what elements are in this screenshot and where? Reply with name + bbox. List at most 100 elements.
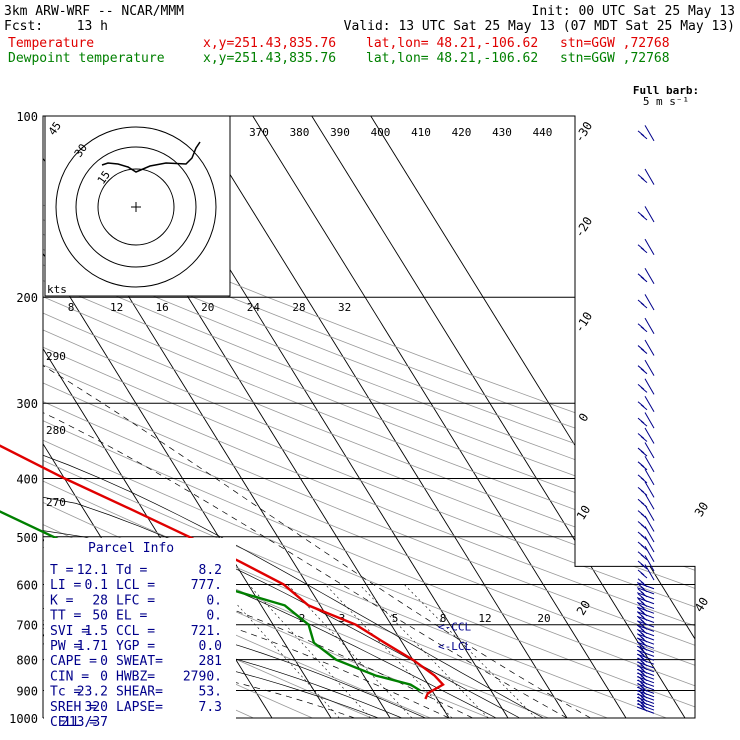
- wind-barb: [637, 515, 655, 532]
- temperature-legend-name: Temperature: [8, 36, 94, 51]
- theta-label: 400: [371, 126, 391, 139]
- mixing-ratio-line: [287, 584, 413, 718]
- dewpoint-legend-name: Dewpoint temperature: [8, 51, 165, 66]
- wind-barb: [637, 469, 655, 486]
- parcel-info-cell: 0.: [206, 593, 222, 608]
- parcel-info-title: Parcel Info: [88, 541, 174, 556]
- model-title: 3km ARW-WRF -- NCAR/MMM: [4, 4, 184, 19]
- pressure-tick-label: 100: [16, 110, 38, 124]
- dry-adiabat: [43, 116, 695, 718]
- parcel-info-cell: SVI =: [50, 624, 89, 639]
- wind-barb: [637, 412, 655, 429]
- wind-barb: [637, 168, 655, 185]
- isotherm-line: [311, 116, 686, 718]
- dewpoint-profile-line: [0, 510, 421, 692]
- theta-label: 410: [411, 126, 431, 139]
- parcel-info-cell: 8.2: [199, 563, 222, 578]
- parcel-info-cell: 1.5: [85, 624, 108, 639]
- pressure-tick-label: 400: [16, 472, 38, 486]
- dry-adiabat: [43, 116, 372, 718]
- parcel-info-cell: PW =: [50, 639, 81, 654]
- pressure-tick-label: 700: [16, 619, 38, 633]
- temperature-legend-latlon: lat,lon= 48.21,-106.62: [366, 36, 538, 51]
- parcel-info-cell: SREH =: [50, 700, 97, 715]
- wind-barb: [637, 378, 655, 395]
- wind-barb: [637, 125, 655, 142]
- hodograph-units: kts: [47, 283, 67, 296]
- theta-label-left: 280: [46, 424, 66, 437]
- mixing-ratio-line: [359, 584, 489, 718]
- valid-time: Valid: 13 UTC Sat 25 May 13 (07 MDT Sat …: [344, 19, 735, 34]
- wind-barb: [637, 545, 655, 562]
- theta-label-left: 290: [46, 350, 66, 363]
- temperature-legend: Temperature x,y=251.43,835.76 lat,lon= 4…: [8, 36, 670, 51]
- parcel-info-cell: 12.1: [77, 563, 108, 578]
- wind-barb: [637, 206, 655, 223]
- parcel-info-cell: CAPE =: [50, 654, 97, 669]
- wind-barb: [636, 616, 655, 628]
- wind-barb: [636, 602, 655, 614]
- parcel-info-cell: CCL =: [116, 624, 155, 639]
- isotherm-line: [43, 116, 332, 718]
- parcel-info-cell: 23.2: [77, 685, 108, 700]
- dewpoint-legend: Dewpoint temperature x,y=251.43,835.76 l…: [8, 51, 670, 66]
- dry-adiabat: [43, 116, 695, 718]
- dry-adiabat: [43, 116, 695, 718]
- pressure-tick-label: 500: [16, 531, 38, 545]
- moist-adiabat: [43, 238, 591, 718]
- pressure-tick-label: 200: [16, 291, 38, 305]
- temperature-legend-xy: x,y=251.43,835.76: [203, 36, 336, 51]
- temperature-profile-line: [0, 444, 445, 700]
- hodograph-ring-label-15: 15: [95, 168, 113, 186]
- wind-barb: [636, 593, 655, 605]
- wind-barb: [636, 702, 655, 714]
- moist-adiabat: [43, 296, 568, 718]
- hodograph-ring-label-30: 30: [72, 141, 90, 159]
- wind-barb: [637, 455, 655, 473]
- wind-barb: [636, 612, 655, 623]
- theta-label: 390: [330, 126, 350, 139]
- dewpoint-legend-latlon: lat,lon= 48.21,-106.62: [366, 51, 538, 66]
- wind-barb: [637, 238, 655, 255]
- parcel-info-cell: 777.: [191, 578, 222, 593]
- parcel-info-cell: HWBZ=: [116, 669, 155, 684]
- parcel-info-cell: 721.: [191, 624, 222, 639]
- init-time: Init: 00 UTC Sat 25 May 13: [532, 4, 736, 19]
- parcel-info-cell: 0.0: [199, 639, 222, 654]
- hodograph-ring-label-45: 45: [46, 119, 64, 137]
- wind-scale-label: 8: [68, 301, 75, 314]
- parcel-info-cell: LCL =: [116, 578, 155, 593]
- dry-adiabat: [43, 116, 695, 718]
- barb-legend-title: Full barb:: [633, 84, 699, 97]
- wind-barb: [636, 583, 655, 595]
- theta-label-left: 270: [46, 496, 66, 509]
- wind-barb: [637, 339, 655, 356]
- wind-barb: [637, 442, 655, 459]
- parcel-info-cell: 320: [85, 700, 108, 715]
- parcel-info-cell: 0: [100, 669, 108, 684]
- wind-scale-label: 32: [338, 301, 351, 314]
- theta-label: 370: [249, 126, 269, 139]
- parcel-info-cell: 0: [100, 654, 108, 669]
- wind-barb: [637, 536, 655, 553]
- pressure-tick-label: 300: [16, 397, 38, 411]
- parcel-info-cell: 0.: [206, 609, 222, 624]
- wind-scale-label: 24: [247, 301, 261, 314]
- dry-adiabat: [43, 116, 695, 718]
- moist-adiabat: [43, 638, 355, 718]
- wind-barb: [636, 637, 655, 649]
- mixing-ratio-line: [325, 584, 453, 718]
- wind-scale-label: 12: [110, 301, 123, 314]
- hodograph-trace: [101, 141, 201, 173]
- parcel-info-cell: Td =: [116, 563, 147, 578]
- pressure-tick-label: 600: [16, 578, 38, 592]
- wind-barb: [636, 598, 655, 610]
- wind-barb: [636, 633, 655, 645]
- lcl-marker: <-LCL: [438, 640, 471, 653]
- parcel-info-cell: SHEAR=: [116, 685, 163, 700]
- parcel-info-cell: SWEAT=: [116, 654, 163, 669]
- barb-legend-units: 5 m s⁻¹: [643, 95, 689, 108]
- dry-adiabat: [43, 116, 695, 718]
- dry-adiabat: [43, 116, 695, 718]
